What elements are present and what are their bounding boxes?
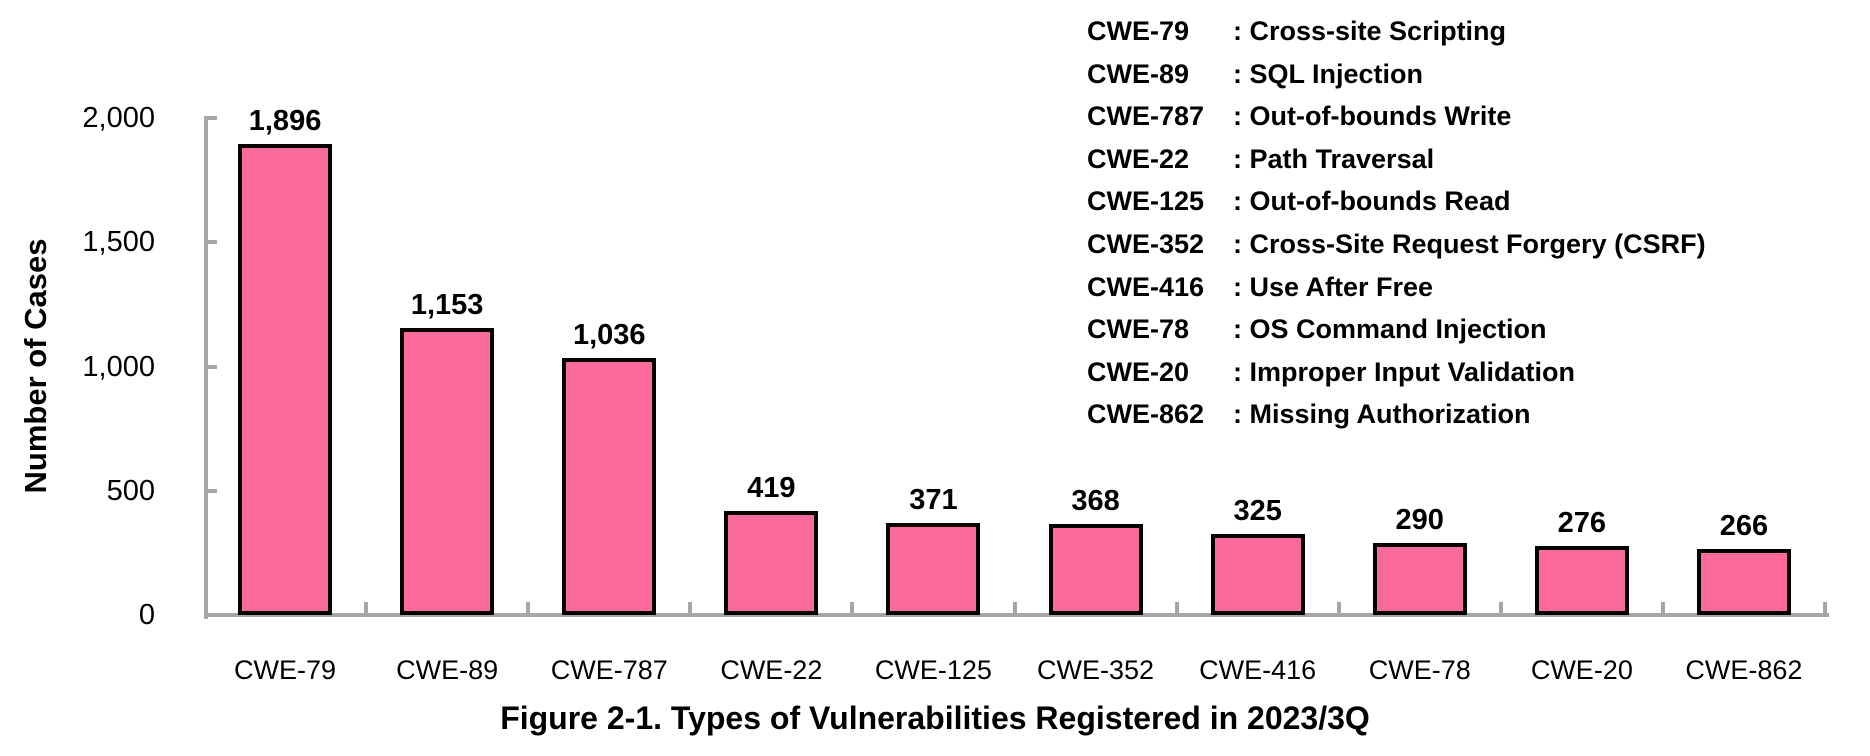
- legend-code: CWE-79: [1087, 16, 1190, 46]
- x-tick-mark: [364, 602, 368, 615]
- bar: [238, 144, 333, 615]
- x-category-label: CWE-78: [1368, 655, 1471, 685]
- legend-code: CWE-78: [1087, 314, 1190, 345]
- bar: [1048, 524, 1143, 615]
- bar-value-label: 266: [1719, 510, 1769, 542]
- x-category-label: CWE-22: [720, 655, 823, 685]
- legend-description: : Out-of-bounds Write: [1233, 101, 1512, 132]
- legend-code: CWE-787: [1087, 101, 1205, 132]
- bar-value-label: 1,036: [572, 319, 646, 351]
- y-tick-mark: [204, 488, 217, 493]
- legend-description: : Cross-site Scripting: [1233, 16, 1507, 46]
- bar-value-label: 368: [1071, 485, 1120, 517]
- x-axis-line: [204, 613, 1829, 617]
- bar: [724, 511, 819, 615]
- chart-slot: 290 CWE-78: [1339, 118, 1501, 685]
- legend-code: CWE-352: [1087, 228, 1205, 259]
- bar: [562, 358, 657, 615]
- legend-code: CWE-416: [1087, 271, 1205, 302]
- legend-description: : OS Command Injection: [1233, 314, 1547, 345]
- legend-description: : Path Traversal: [1233, 143, 1435, 174]
- legend-code: CWE-125: [1087, 186, 1205, 217]
- x-category-label: CWE-79: [234, 655, 337, 685]
- x-tick-mark: [1337, 602, 1341, 615]
- legend-code: CWE-20: [1087, 356, 1190, 387]
- x-tick-mark: [1499, 602, 1503, 615]
- chart-slot: 266 CWE-862: [1663, 118, 1825, 685]
- x-tick-mark: [1175, 602, 1179, 615]
- bar-value-label: 371: [909, 484, 958, 516]
- legend-code: CWE-22: [1087, 143, 1190, 174]
- y-tick-mark: [204, 116, 217, 120]
- x-category-label: CWE-89: [396, 655, 499, 685]
- x-category-label: CWE-787: [550, 655, 668, 685]
- x-category-label: CWE-862: [1685, 655, 1803, 685]
- legend-description: : Cross-Site Request Forgery (CSRF): [1233, 228, 1706, 259]
- y-tick-mark: [204, 240, 217, 245]
- legend-code: CWE-89: [1087, 58, 1190, 89]
- legend: CWE-79 : Cross-site Scripting CWE-89 : SQL …: [1087, 10, 1706, 436]
- y-tick-label: 1,500: [82, 226, 155, 259]
- chart-slot: 1,896 CWE-79: [204, 106, 366, 685]
- x-tick-mark: [1823, 602, 1827, 615]
- y-tick-label: 0: [138, 599, 155, 631]
- x-tick-mark: [1013, 602, 1017, 615]
- legend-description: : Out-of-bounds Read: [1233, 186, 1511, 217]
- figure-caption: Figure 2-1. Types of Vulnerabilities Reg…: [500, 700, 1370, 736]
- legend-code: CWE-862: [1087, 399, 1205, 430]
- chart-slot: 419 CWE-22: [690, 118, 852, 685]
- chart-slot: 368 CWE-352: [1015, 118, 1177, 685]
- x-category-label: CWE-125: [874, 655, 992, 685]
- legend-description: : SQL Injection: [1233, 58, 1424, 89]
- legend-description: : Improper Input Validation: [1233, 356, 1576, 387]
- plot-area: 1,896 CWE-79 1,153 CWE-89 1,036 CWE-787 419 CWE…: [204, 106, 1827, 685]
- chart-slot: 1,036 CWE-787: [528, 118, 690, 685]
- bar: [1372, 543, 1467, 615]
- legend-description: : Use After Free: [1233, 271, 1434, 302]
- chart-slot: 325 CWE-416: [1177, 118, 1339, 685]
- y-tick-mark: [204, 364, 217, 369]
- y-axis-tick-labels: 0 500 1,000 1,500 2,000: [0, 0, 155, 756]
- x-tick-mark: [1661, 602, 1665, 615]
- chart-slot: 371 CWE-125: [852, 118, 1014, 685]
- bar-value-label: 290: [1395, 504, 1444, 536]
- x-tick-mark: [526, 602, 530, 615]
- chart-slot: 1,153 CWE-89: [366, 118, 528, 685]
- y-axis-line: [204, 118, 208, 619]
- y-tick-label: 500: [106, 474, 155, 507]
- y-tick-label: 2,000: [82, 102, 155, 134]
- x-category-label: CWE-352: [1037, 655, 1155, 685]
- bar-value-label: 419: [747, 472, 796, 504]
- x-category-label: CWE-416: [1199, 655, 1317, 685]
- x-category-label: CWE-20: [1530, 655, 1633, 685]
- legend-description: : Missing Authorization: [1233, 399, 1531, 430]
- bar: [1534, 546, 1629, 615]
- x-tick-mark: [688, 602, 692, 615]
- chart-slot: 276 CWE-20: [1501, 118, 1663, 685]
- bar-value-label: 325: [1233, 495, 1282, 527]
- bar-value-label: 276: [1557, 507, 1607, 539]
- bar: [1696, 549, 1791, 615]
- y-tick-label: 1,000: [82, 350, 155, 383]
- bar-value-label: 1,896: [248, 105, 322, 137]
- bar: [1210, 534, 1305, 615]
- bar: [886, 523, 981, 615]
- x-tick-mark: [850, 602, 854, 615]
- bar-value-label: 1,153: [410, 289, 484, 321]
- bar: [400, 328, 495, 615]
